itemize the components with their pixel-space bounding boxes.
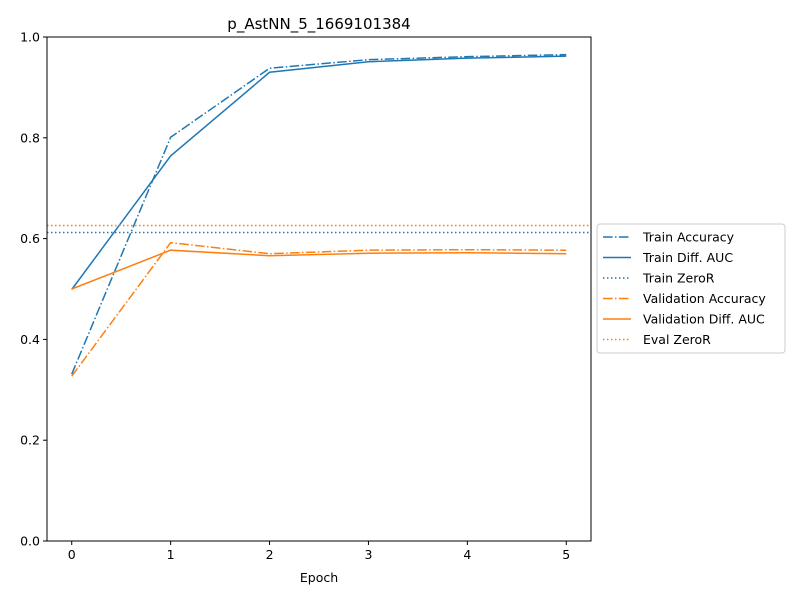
legend-box <box>596 223 786 354</box>
y-axis: 0.0 0.2 0.4 0.6 0.8 1.0 <box>20 30 47 549</box>
legend: Train Accuracy Train Diff. AUC Train ZeroR… <box>596 223 786 354</box>
legend-label: Train Accuracy <box>642 230 735 245</box>
y-tick-label: 0.6 <box>20 231 40 246</box>
x-tick-label: 1 <box>167 547 175 562</box>
legend-label: Validation Diff. AUC <box>643 312 765 327</box>
legend-label: Eval ZeroR <box>643 332 711 347</box>
series-line-train-diff-auc <box>71 55 567 290</box>
y-tick-label: 0.4 <box>20 332 40 347</box>
y-tick-label: 0.8 <box>20 130 40 145</box>
x-axis: 0 1 2 3 4 5 <box>68 541 570 562</box>
series-layer <box>47 53 591 377</box>
series-line-train-accuracy <box>71 53 567 375</box>
y-tick-label: 1.0 <box>20 30 40 45</box>
legend-label: Validation Accuracy <box>643 291 766 306</box>
legend-label: Train ZeroR <box>642 271 715 286</box>
legend-label: Train Diff. AUC <box>642 250 733 265</box>
x-tick-label: 4 <box>463 547 471 562</box>
x-tick-label: 0 <box>68 547 76 562</box>
y-tick-label: 0.0 <box>20 534 40 549</box>
y-tick-label: 0.2 <box>20 433 40 448</box>
plot-frame <box>46 36 592 542</box>
series-line-validation-diff-auc <box>71 249 567 290</box>
series-line-validation-accuracy <box>71 241 567 377</box>
x-tick-label: 3 <box>364 547 372 562</box>
x-axis-label: Epoch <box>300 570 338 585</box>
x-tick-label: 5 <box>562 547 570 562</box>
chart-title: p_AstNN_5_1669101384 <box>227 15 410 34</box>
x-tick-label: 2 <box>266 547 274 562</box>
